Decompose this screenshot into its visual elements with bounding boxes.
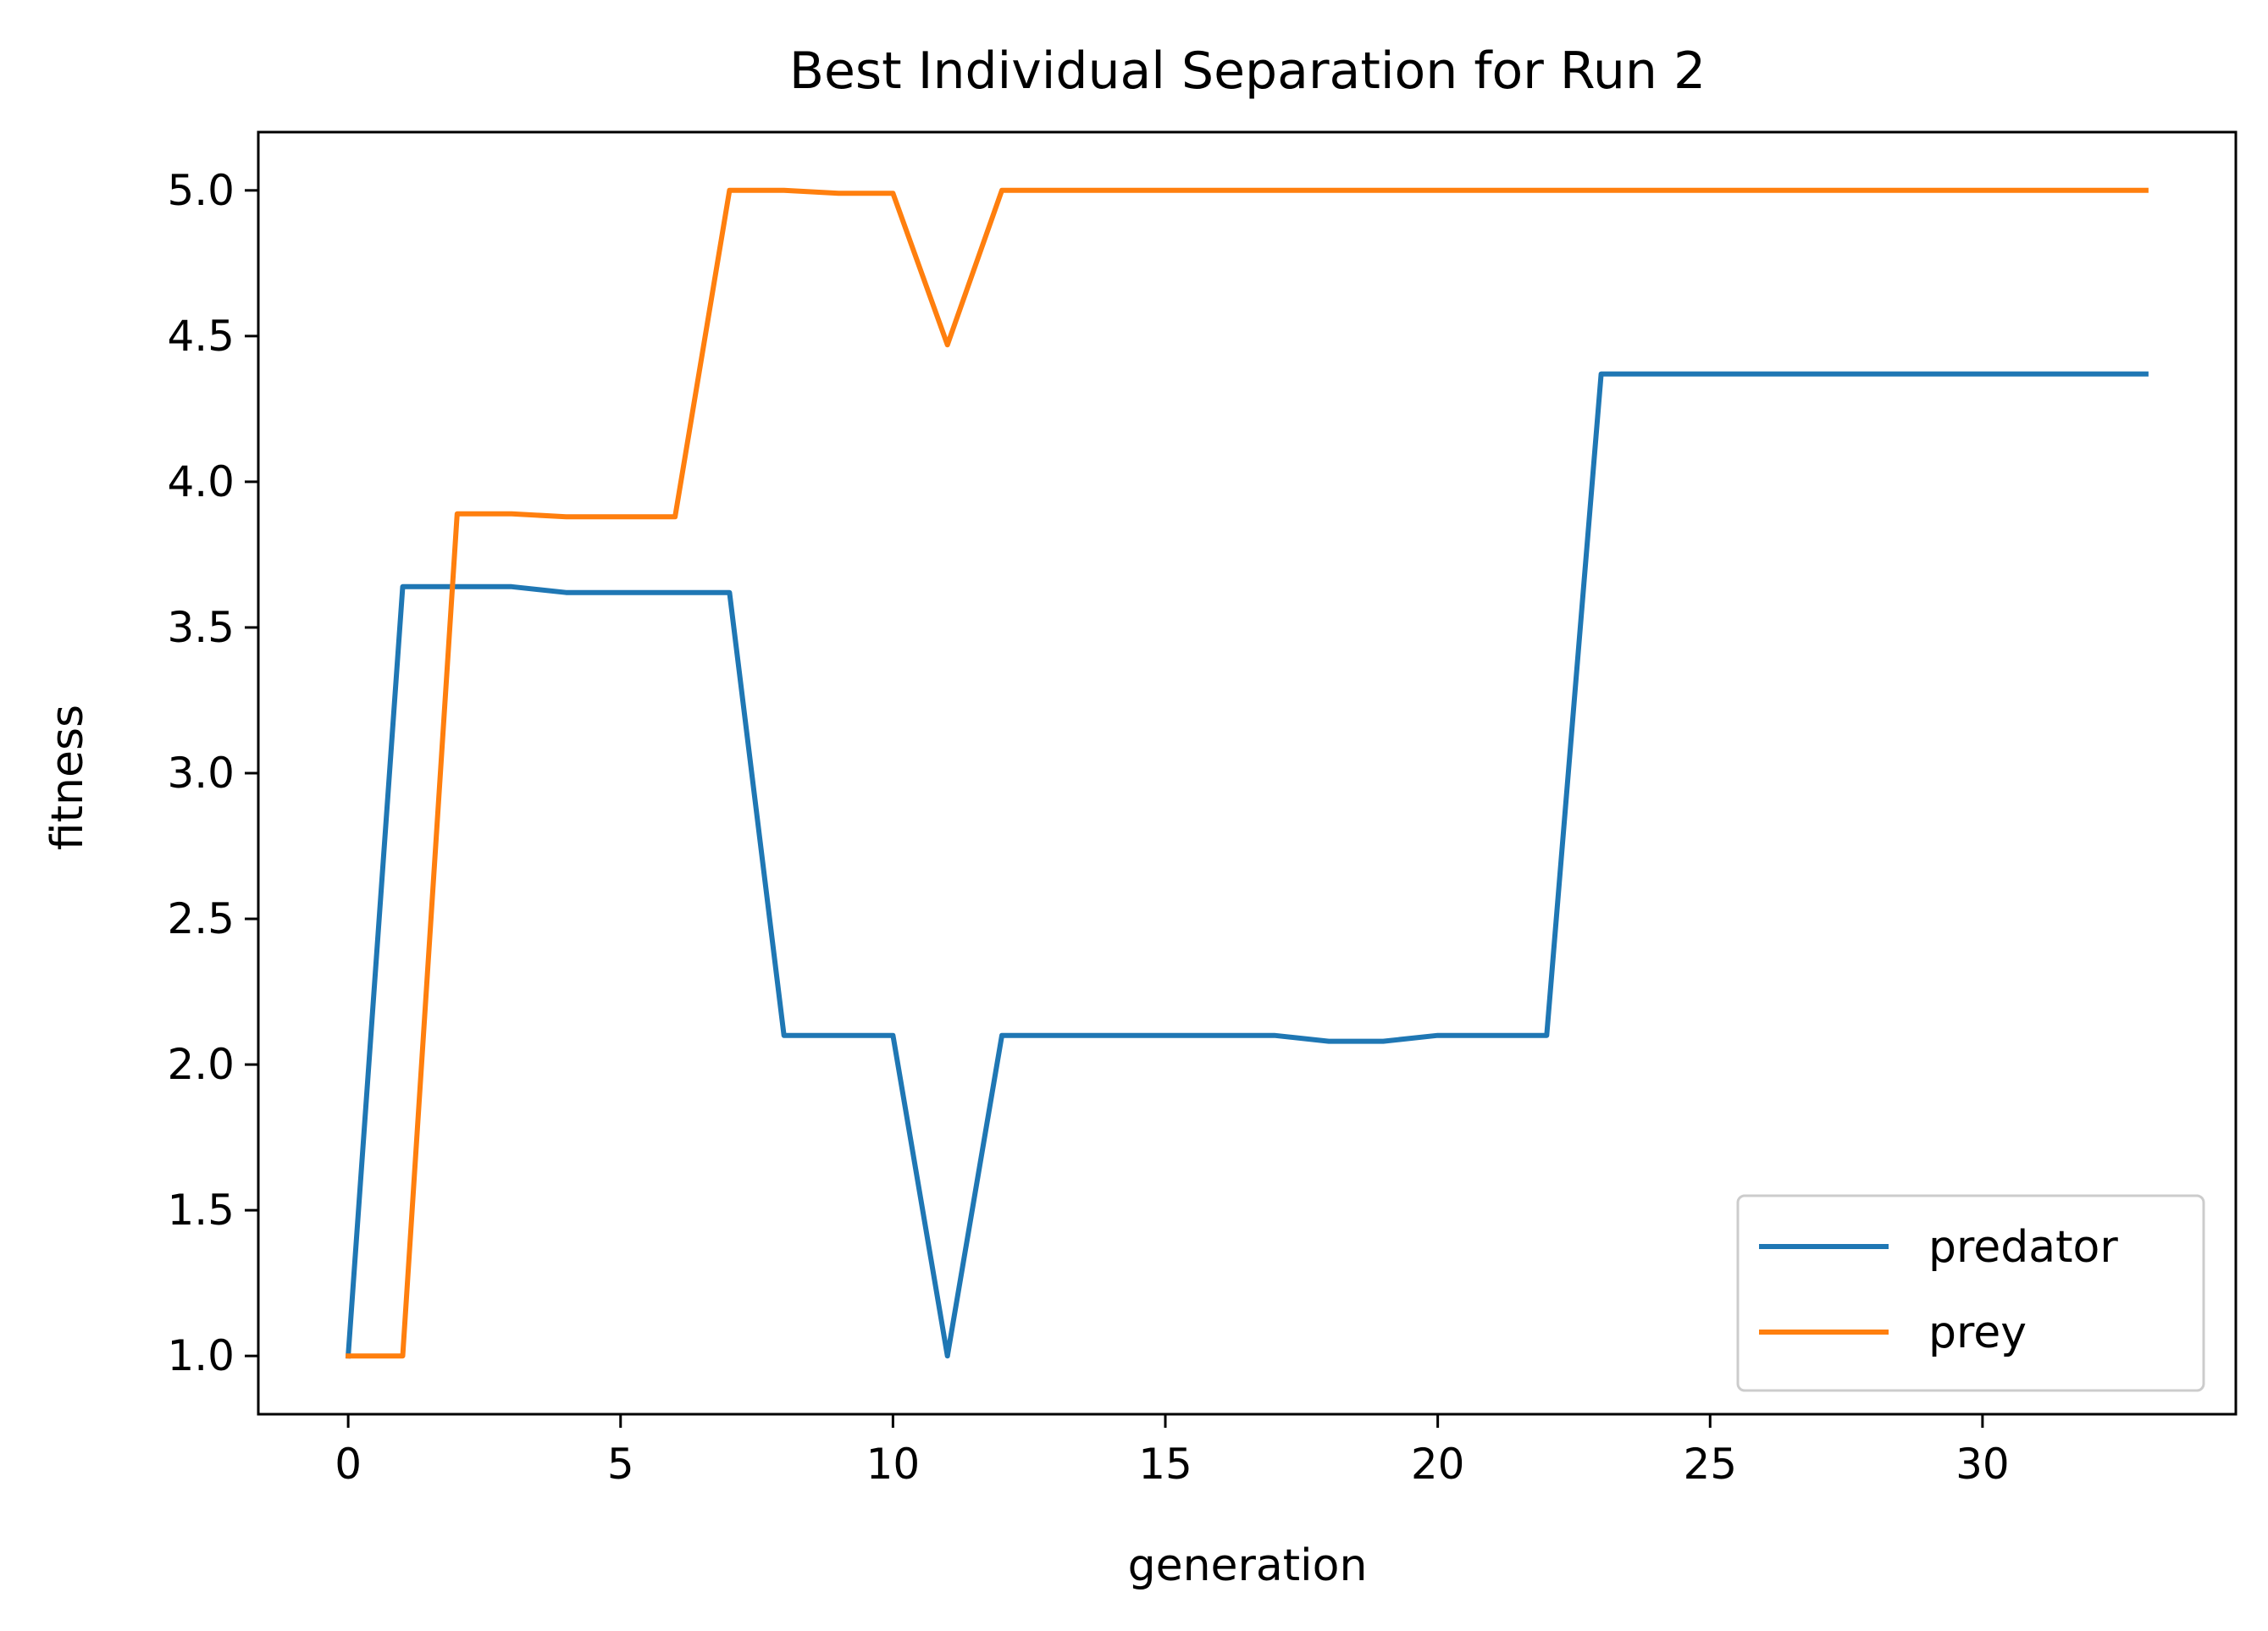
chart-title: Best Individual Separation for Run 2 [789,41,1706,101]
x-tick-label: 25 [1683,1440,1737,1489]
legend-label-prey: prey [1928,1308,2027,1358]
y-tick-label: 1.0 [167,1331,235,1380]
x-tick-label: 20 [1411,1440,1465,1489]
plot-area: 0 5 10 15 20 25 30 1.0 1.5 2.0 2.5 3.0 3.5 4.0 4.5 5.0 [167,130,2238,1489]
x-tick-label: 0 [335,1440,362,1489]
y-tick-label: 3.0 [167,749,235,798]
x-tick-label: 10 [866,1440,921,1489]
x-axis-label: generation [1128,1540,1368,1591]
series-line-prey [346,187,2149,1359]
series-line-predator [345,371,2149,1359]
y-axis-label: fitness [42,705,93,850]
y-tick-label: 3.5 [167,603,235,652]
y-tick-label: 5.0 [167,166,235,215]
legend-label-predator: predator [1928,1222,2118,1273]
y-tick-label: 2.0 [167,1040,235,1089]
x-tick-label: 15 [1138,1440,1192,1489]
x-tick-label: 30 [1955,1440,2010,1489]
y-tick-label: 2.5 [167,894,235,943]
y-tick-label: 1.5 [167,1186,235,1235]
y-tick-label: 4.0 [167,457,235,506]
legend: predator prey [1736,1194,2205,1392]
x-tick-label: 5 [607,1440,634,1489]
y-tick-label: 4.5 [167,312,235,361]
